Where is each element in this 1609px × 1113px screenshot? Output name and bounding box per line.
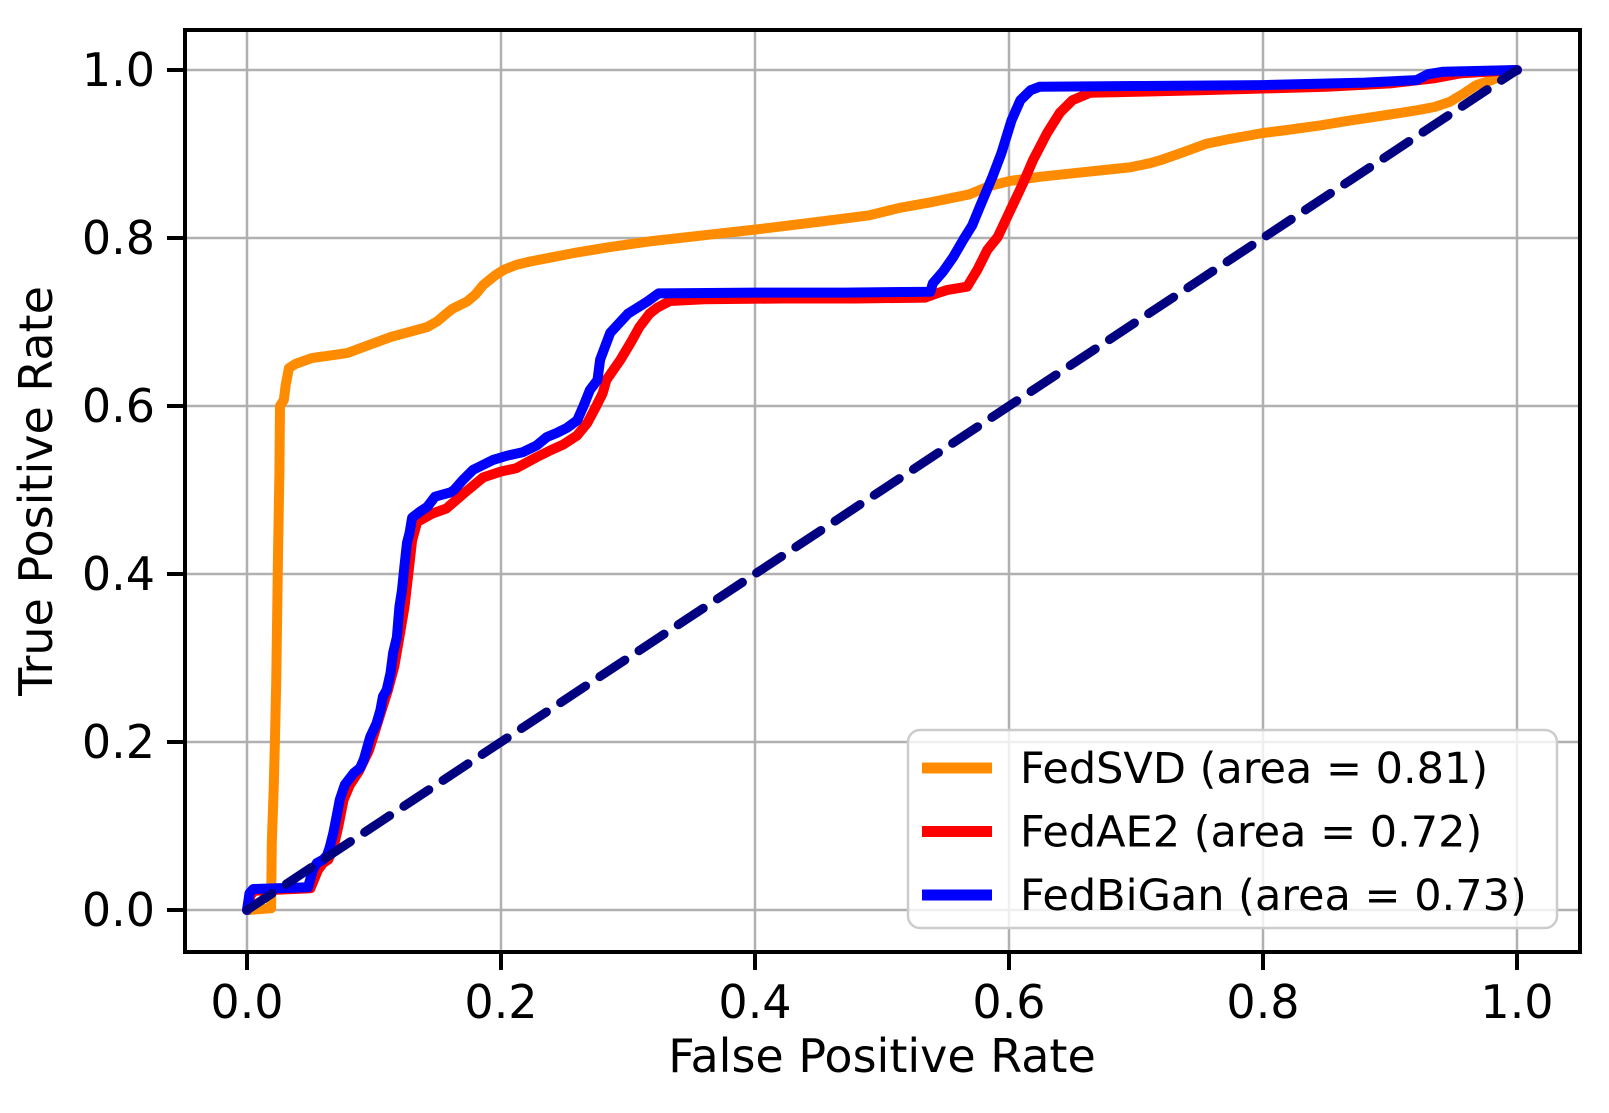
x-tick-label-5: 1.0: [1480, 975, 1553, 1029]
x-tick-label-4: 0.8: [1226, 975, 1299, 1029]
x-tick-label-0: 0.0: [210, 975, 283, 1029]
legend-box: [906, 728, 1559, 930]
y-tick-label-0: 0.0: [82, 883, 155, 937]
curve-fedbigan: [242, 65, 1522, 915]
x-axis-ticks: 0.0 0.2 0.4 0.6 0.8 1.0: [210, 952, 1554, 1029]
x-tick-label-2: 0.4: [718, 975, 791, 1029]
x-tick-label-3: 0.6: [972, 975, 1045, 1029]
plot-border: [183, 28, 1582, 954]
roc-curves: [242, 65, 1522, 915]
y-tick-label-2: 0.4: [82, 547, 155, 601]
y-axis-ticks: 0.0 0.2 0.4 0.6 0.8 1.0: [82, 43, 185, 937]
x-tick-label-1: 0.2: [464, 975, 537, 1029]
x-axis-label: False Positive Rate: [668, 1029, 1096, 1083]
legend-label-2: FedBiGan (area = 0.73): [1020, 871, 1527, 921]
y-tick-label-1: 0.2: [82, 715, 155, 769]
legend-label-0: FedSVD (area = 0.81): [1020, 744, 1488, 794]
gridlines: [185, 30, 1580, 952]
curve-chance: [242, 65, 1522, 915]
y-tick-label-3: 0.6: [82, 379, 155, 433]
y-tick-label-5: 1.0: [82, 43, 155, 97]
legend-label-1: FedAE2 (area = 0.72): [1020, 808, 1482, 858]
curve-fedsvd: [242, 65, 1522, 915]
y-axis-label: True Positive Rate: [9, 286, 63, 697]
legend: FedSVD (area = 0.81) FedAE2 (area = 0.72)…: [906, 728, 1559, 930]
y-tick-label-4: 0.8: [82, 211, 155, 265]
